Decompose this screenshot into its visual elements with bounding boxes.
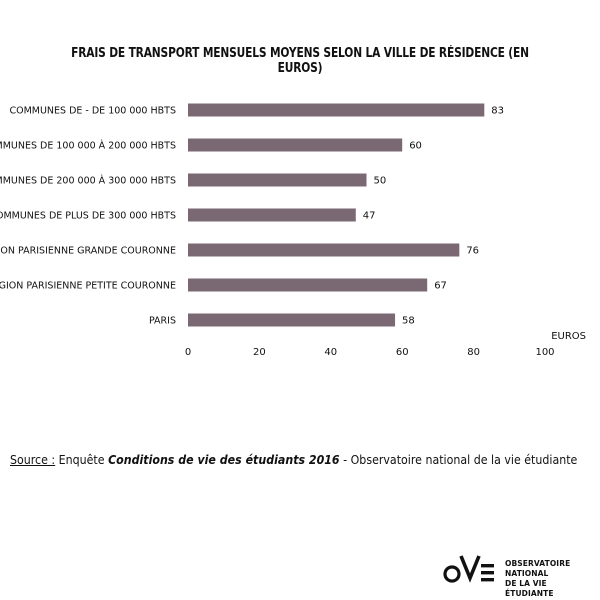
source-post: - Observatoire national de la vie étudia… — [339, 453, 578, 467]
category-label: RÉGION PARISIENNE GRANDE COURONNE — [0, 245, 176, 257]
x-tick-label: 60 — [396, 347, 409, 358]
x-tick-label: 40 — [324, 347, 337, 358]
x-tick-label: 100 — [535, 347, 554, 358]
bar — [188, 208, 356, 222]
logo-text: OBSERVATOIRE NATIONAL DE LA VIE ÉTUDIANT… — [505, 559, 593, 599]
x-tick-label: 0 — [185, 347, 191, 358]
source-survey-title: Conditions de vie des étudiants 2016 — [108, 453, 340, 467]
ove-logo: OBSERVATOIRE NATIONAL DE LA VIE ÉTUDIANT… — [443, 550, 593, 598]
data-label: 83 — [491, 106, 504, 117]
data-label: 76 — [466, 246, 479, 257]
bar — [188, 243, 460, 257]
x-axis-unit-label: EUROS — [551, 331, 586, 342]
source-note: Source : Enquête Conditions de vie des é… — [10, 453, 577, 467]
source-prefix: Source : — [10, 453, 56, 467]
category-label: COMMUNES DE - DE 100 000 HBTS — [9, 106, 176, 117]
category-label: RÉGION PARISIENNE PETITE COURONNE — [0, 280, 176, 292]
category-label: PARIS — [149, 316, 176, 327]
ove-logo-mark — [443, 555, 494, 583]
category-label: COMMUNES DE 100 000 À 200 000 HBTS — [0, 140, 176, 152]
logo-line-2: DE LA VIE ÉTUDIANTE — [505, 579, 554, 598]
chart-title: FRAIS DE TRANSPORT MENSUELS MOYENS SELON… — [71, 46, 529, 76]
bar — [188, 278, 428, 292]
logo-line-1: OBSERVATOIRE NATIONAL — [505, 559, 571, 578]
bar-chart: COMMUNES DE - DE 100 000 HBTS 83 COMMUNES … — [0, 103, 586, 358]
bar — [188, 103, 485, 117]
x-tick-label: 20 — [253, 347, 266, 358]
data-label: 60 — [409, 141, 422, 152]
data-label: 67 — [434, 281, 447, 292]
category-label: COMMUNES DE PLUS DE 300 000 HBTS — [0, 211, 176, 222]
x-tick-label: 80 — [467, 347, 480, 358]
bar — [188, 138, 403, 152]
source-pre: Enquête — [55, 453, 109, 467]
bar — [188, 173, 367, 187]
bar — [188, 313, 396, 327]
data-label: 50 — [374, 176, 387, 187]
data-label: 47 — [363, 211, 376, 222]
category-label: COMMUNES DE 200 000 À 300 000 HBTS — [0, 175, 176, 187]
data-label: 58 — [402, 316, 415, 327]
